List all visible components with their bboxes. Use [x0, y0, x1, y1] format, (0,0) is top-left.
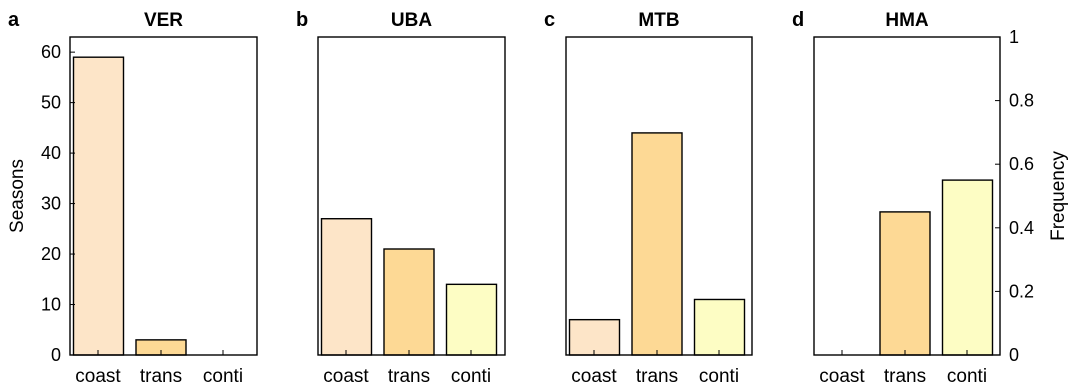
panel-letter: b	[296, 9, 308, 31]
x-tick-label-trans: trans	[388, 366, 430, 387]
y-axis-label-seasons: Seasons	[7, 159, 28, 233]
y-tick-label: 50	[41, 93, 61, 113]
panel-letter: a	[8, 9, 20, 31]
x-tick-label-conti: conti	[451, 366, 491, 387]
x-tick-label-conti: conti	[947, 366, 987, 387]
bar-hma-conti	[941, 179, 994, 356]
y-tick-label: 1	[1009, 27, 1019, 47]
panel-c: coast trans conti MTB c	[544, 9, 753, 387]
panel-letter: c	[544, 9, 555, 31]
panel-title: UBA	[391, 10, 432, 31]
bar-hma-trans	[879, 211, 931, 356]
plot-frame-c	[565, 36, 753, 356]
x-tick-label-conti: conti	[699, 366, 739, 387]
bar-uba-trans	[383, 248, 435, 356]
x-tick-label-coast: coast	[571, 366, 617, 387]
y-tick-label: 0.4	[1009, 218, 1034, 238]
x-tick-label-trans: trans	[140, 366, 182, 387]
x-tick-label-conti: conti	[203, 366, 243, 387]
x-tick-label-trans: trans	[884, 366, 926, 387]
x-tick-label-coast: coast	[323, 366, 369, 387]
y-tick-label: 0	[1009, 345, 1019, 365]
panel-title: MTB	[638, 10, 679, 31]
plot-frame-a	[69, 36, 258, 356]
y-axis-label-frequency: Frequency	[1048, 151, 1069, 241]
bar-ver-coast	[72, 56, 125, 356]
x-tick-label-coast: coast	[819, 366, 865, 387]
y-tick-label: 20	[41, 244, 61, 264]
panel-b: coast trans conti UBA b	[296, 9, 506, 387]
bar-mtb-conti	[693, 298, 746, 356]
panel-title: HMA	[885, 10, 929, 31]
panel-d: coast trans conti HMA d	[792, 9, 1001, 387]
y-tick-label: 60	[41, 42, 61, 62]
bar-uba-coast	[320, 218, 373, 356]
y-tick-label: 0	[51, 345, 61, 365]
panel-a: coast trans conti VER a	[8, 9, 258, 387]
right-y-axis: 0 0.2 0.4 0.6 0.8 1 Frequency	[995, 27, 1069, 365]
plot-frame-d	[813, 36, 1001, 356]
x-tick-label-trans: trans	[636, 366, 678, 387]
x-tick-label-coast: coast	[75, 366, 121, 387]
y-tick-label: 40	[41, 143, 61, 163]
bar-mtb-coast	[568, 318, 621, 356]
y-tick-label: 0.6	[1009, 154, 1034, 174]
y-tick-label: 0.8	[1009, 91, 1034, 111]
bar-uba-conti	[445, 283, 498, 356]
panel-title: VER	[144, 10, 183, 31]
y-tick-label: 0.2	[1009, 281, 1034, 301]
panel-letter: d	[792, 9, 804, 31]
y-tick-label: 10	[41, 295, 61, 315]
y-tick-label: 30	[41, 194, 61, 214]
left-y-axis: 0 10 20 30 40 50 60 Seasons	[7, 42, 75, 365]
plot-frame-b	[317, 36, 506, 356]
bar-mtb-trans	[631, 132, 683, 356]
